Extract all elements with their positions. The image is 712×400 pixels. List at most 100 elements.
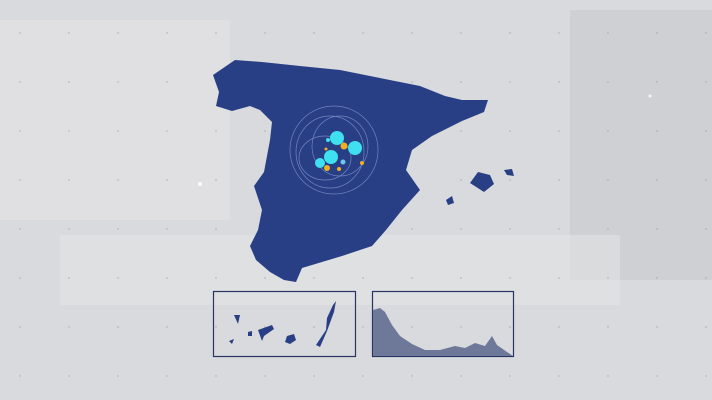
bubble bbox=[348, 141, 362, 155]
ibiza bbox=[446, 196, 454, 205]
grid-dot bbox=[607, 228, 609, 230]
grid-dot bbox=[607, 179, 609, 181]
grid-dot bbox=[558, 326, 560, 328]
grid-dot bbox=[607, 81, 609, 83]
bubble bbox=[360, 161, 364, 165]
bubble bbox=[326, 138, 330, 142]
grid-dot bbox=[68, 277, 70, 279]
grid-dot bbox=[656, 277, 658, 279]
grid-dot bbox=[705, 277, 707, 279]
grid-dot bbox=[656, 130, 658, 132]
grid-dot bbox=[68, 130, 70, 132]
grid-dot bbox=[264, 277, 266, 279]
grid-dot bbox=[705, 326, 707, 328]
grid-dot bbox=[656, 375, 658, 377]
bubble bbox=[324, 147, 328, 151]
grid-dot bbox=[558, 81, 560, 83]
grid-dot bbox=[166, 228, 168, 230]
grid-dot bbox=[460, 326, 462, 328]
grid-dot bbox=[705, 130, 707, 132]
background-panel-left bbox=[0, 20, 230, 220]
bubble bbox=[340, 142, 348, 150]
grid-dot bbox=[460, 228, 462, 230]
grid-dot bbox=[460, 81, 462, 83]
grid-dot bbox=[558, 130, 560, 132]
grid-dot bbox=[411, 277, 413, 279]
grid-dot bbox=[656, 81, 658, 83]
grid-dot bbox=[607, 277, 609, 279]
grid-dot bbox=[509, 32, 511, 34]
grid-dot bbox=[117, 326, 119, 328]
mallorca bbox=[470, 172, 494, 192]
grid-dot bbox=[215, 326, 217, 328]
grid-dot bbox=[362, 375, 364, 377]
grid-dot bbox=[313, 32, 315, 34]
grid-dot bbox=[656, 32, 658, 34]
grid-dot bbox=[558, 179, 560, 181]
decor-dot bbox=[648, 94, 652, 98]
grid-dot bbox=[19, 32, 21, 34]
grid-dot bbox=[215, 375, 217, 377]
grid-dot bbox=[19, 130, 21, 132]
grid-dot bbox=[19, 375, 21, 377]
grid-dot bbox=[656, 179, 658, 181]
grid-dot bbox=[705, 81, 707, 83]
grid-dot bbox=[705, 32, 707, 34]
grid-dot bbox=[215, 32, 217, 34]
grid-dot bbox=[166, 130, 168, 132]
grid-dot bbox=[509, 81, 511, 83]
grid-dot bbox=[166, 81, 168, 83]
grid-dot bbox=[68, 32, 70, 34]
data-bubbles bbox=[315, 131, 364, 171]
grid-dot bbox=[68, 81, 70, 83]
grid-dot bbox=[656, 326, 658, 328]
grid-dot bbox=[705, 228, 707, 230]
grid-dot bbox=[166, 326, 168, 328]
grid-dot bbox=[313, 277, 315, 279]
grid-dot bbox=[166, 179, 168, 181]
grid-dot bbox=[607, 375, 609, 377]
grid-dot bbox=[264, 32, 266, 34]
grid-dot bbox=[19, 326, 21, 328]
grid-dot bbox=[607, 130, 609, 132]
grid-dot bbox=[411, 32, 413, 34]
grid-dot bbox=[607, 326, 609, 328]
grid-dot bbox=[264, 375, 266, 377]
grid-dot bbox=[607, 32, 609, 34]
bubble bbox=[324, 165, 330, 171]
grid-dot bbox=[264, 326, 266, 328]
grid-dot bbox=[313, 326, 315, 328]
bubble bbox=[340, 159, 346, 165]
grid-dot bbox=[117, 228, 119, 230]
grid-dot bbox=[411, 326, 413, 328]
grid-dot bbox=[215, 130, 217, 132]
grid-dot bbox=[460, 130, 462, 132]
grid-dot bbox=[705, 179, 707, 181]
grid-dot bbox=[68, 375, 70, 377]
grid-dot bbox=[558, 228, 560, 230]
grid-dot bbox=[509, 130, 511, 132]
bubble bbox=[337, 167, 341, 171]
grid-dot bbox=[460, 277, 462, 279]
grid-dot bbox=[509, 179, 511, 181]
grid-dot bbox=[117, 32, 119, 34]
grid-dot bbox=[68, 326, 70, 328]
grid-dot bbox=[166, 375, 168, 377]
grid-dot bbox=[264, 130, 266, 132]
grid-dot bbox=[558, 277, 560, 279]
grid-dot bbox=[411, 81, 413, 83]
grid-dot bbox=[166, 277, 168, 279]
grid-dot bbox=[558, 32, 560, 34]
decor-dot bbox=[198, 182, 202, 186]
grid-dot bbox=[509, 375, 511, 377]
grid-dot bbox=[68, 179, 70, 181]
grid-dot bbox=[215, 277, 217, 279]
orbit-rings bbox=[289, 105, 379, 195]
grid-dot bbox=[166, 32, 168, 34]
spain-peninsula bbox=[213, 60, 488, 282]
grid-dot bbox=[705, 375, 707, 377]
grid-dot bbox=[460, 179, 462, 181]
grid-dot bbox=[19, 81, 21, 83]
grid-dot bbox=[460, 32, 462, 34]
